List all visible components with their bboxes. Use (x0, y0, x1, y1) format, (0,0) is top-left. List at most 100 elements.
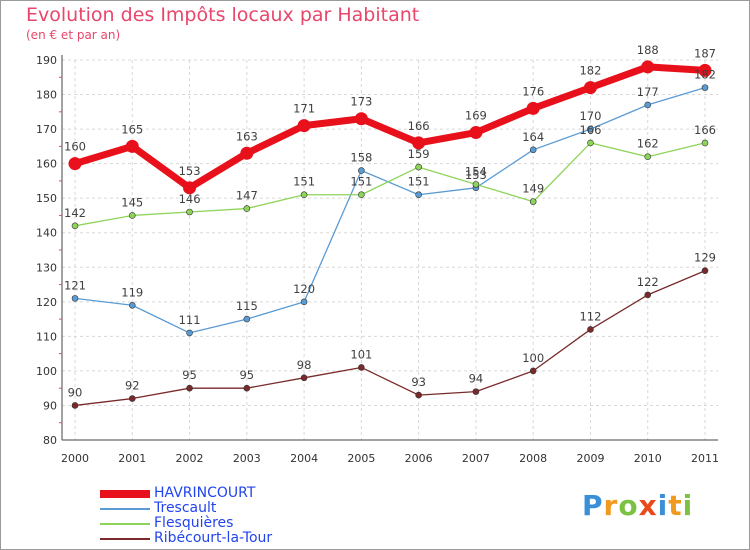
x-tick-label: 2009 (576, 452, 604, 465)
data-point-0 (354, 112, 368, 126)
data-point-2 (529, 198, 537, 205)
x-tick-label: 2005 (347, 452, 375, 465)
logo-letter: i (682, 489, 694, 522)
x-tick-label: 2003 (233, 452, 261, 465)
data-label: 177 (637, 85, 659, 99)
data-point-3 (529, 367, 537, 375)
data-point-0 (183, 181, 197, 195)
data-label: 101 (350, 347, 372, 361)
x-tick-label: 2004 (290, 452, 318, 465)
data-label: 98 (297, 358, 312, 372)
y-tick-label: 150 (36, 192, 57, 205)
x-tick-label: 2011 (691, 452, 719, 465)
legend-swatch (100, 538, 150, 540)
data-point-3 (358, 364, 365, 371)
legend-label: Flesquières (154, 515, 234, 531)
data-point-1 (358, 167, 365, 174)
data-label: 111 (179, 313, 201, 327)
data-point-2 (186, 208, 193, 216)
data-point-3 (71, 402, 79, 409)
data-point-3 (587, 326, 594, 333)
data-label: 92 (125, 379, 140, 393)
data-point-1 (300, 298, 308, 306)
data-label: 142 (64, 206, 86, 220)
data-label: 129 (694, 251, 716, 265)
data-label: 166 (579, 123, 601, 137)
data-point-0 (641, 60, 655, 74)
x-tick-label: 2008 (519, 452, 547, 465)
x-tick-label: 2007 (462, 452, 490, 465)
legend-label: Trescault (154, 500, 217, 516)
data-label: 115 (236, 299, 258, 313)
data-point-1 (701, 84, 709, 91)
data-point-0 (125, 139, 139, 153)
data-label: 112 (579, 309, 601, 323)
data-label: 166 (408, 119, 430, 133)
legend-label: HAVRINCOURT (154, 485, 256, 501)
data-label: 153 (179, 164, 201, 178)
x-tick-label: 2010 (634, 452, 662, 465)
data-label: 95 (182, 368, 197, 382)
data-point-0 (526, 101, 540, 115)
series-line-0 (73, 63, 706, 192)
data-point-3 (415, 391, 422, 399)
data-point-1 (186, 329, 193, 337)
data-label: 171 (293, 102, 315, 116)
data-label: 119 (121, 285, 143, 299)
data-label: 158 (350, 151, 372, 165)
data-label: 151 (293, 175, 315, 189)
data-point-3 (186, 384, 193, 392)
data-label: 149 (522, 182, 544, 196)
data-point-0 (240, 146, 254, 160)
y-tick-label: 120 (36, 296, 57, 309)
data-label: 151 (350, 175, 372, 189)
data-point-1 (529, 146, 537, 154)
data-label: 90 (68, 385, 83, 399)
data-point-0 (68, 157, 82, 171)
legend-swatch (100, 523, 150, 525)
data-label: 121 (64, 278, 86, 292)
data-label: 165 (121, 122, 143, 136)
x-tick-label: 2006 (405, 452, 433, 465)
data-point-3 (128, 395, 136, 402)
y-tick-label: 180 (36, 89, 57, 102)
legend-label: Ribécourt-la-Tour (154, 530, 273, 546)
plot-background (62, 60, 718, 440)
proxiti-logo: Proxiti (582, 489, 693, 522)
data-point-0 (412, 136, 426, 150)
legend-swatch (100, 490, 150, 498)
series-line-3 (74, 270, 706, 407)
data-point-1 (71, 295, 79, 302)
data-point-2 (358, 191, 365, 199)
data-label: 151 (408, 175, 430, 189)
data-point-3 (300, 374, 308, 382)
y-tick-label: 190 (36, 54, 57, 67)
data-point-2 (644, 153, 652, 161)
data-point-2 (701, 139, 709, 147)
data-point-2 (472, 181, 480, 188)
data-label: 154 (465, 164, 487, 178)
y-tick-label: 170 (36, 123, 57, 136)
y-tick-label: 160 (36, 158, 57, 171)
data-point-3 (701, 267, 709, 275)
series-line-1 (74, 87, 706, 334)
data-label: 163 (236, 129, 258, 143)
data-point-3 (472, 388, 480, 395)
data-point-1 (644, 101, 652, 109)
data-label: 146 (179, 192, 201, 206)
data-label: 94 (469, 372, 484, 386)
y-tick-label: 110 (36, 330, 57, 343)
data-point-1 (415, 191, 422, 199)
logo-letter: o (618, 489, 639, 522)
y-tick-label: 90 (43, 399, 57, 412)
data-label: 160 (64, 140, 86, 154)
data-label: 159 (408, 147, 430, 161)
legend-swatch (100, 508, 150, 510)
data-label: 173 (350, 95, 372, 109)
data-point-1 (128, 301, 136, 309)
x-tick-label: 2002 (176, 452, 204, 465)
data-label: 147 (236, 189, 258, 203)
chart-title: Evolution des Impôts locaux par Habitant (26, 4, 420, 26)
y-tick-label: 130 (36, 261, 57, 274)
data-point-0 (698, 63, 712, 77)
